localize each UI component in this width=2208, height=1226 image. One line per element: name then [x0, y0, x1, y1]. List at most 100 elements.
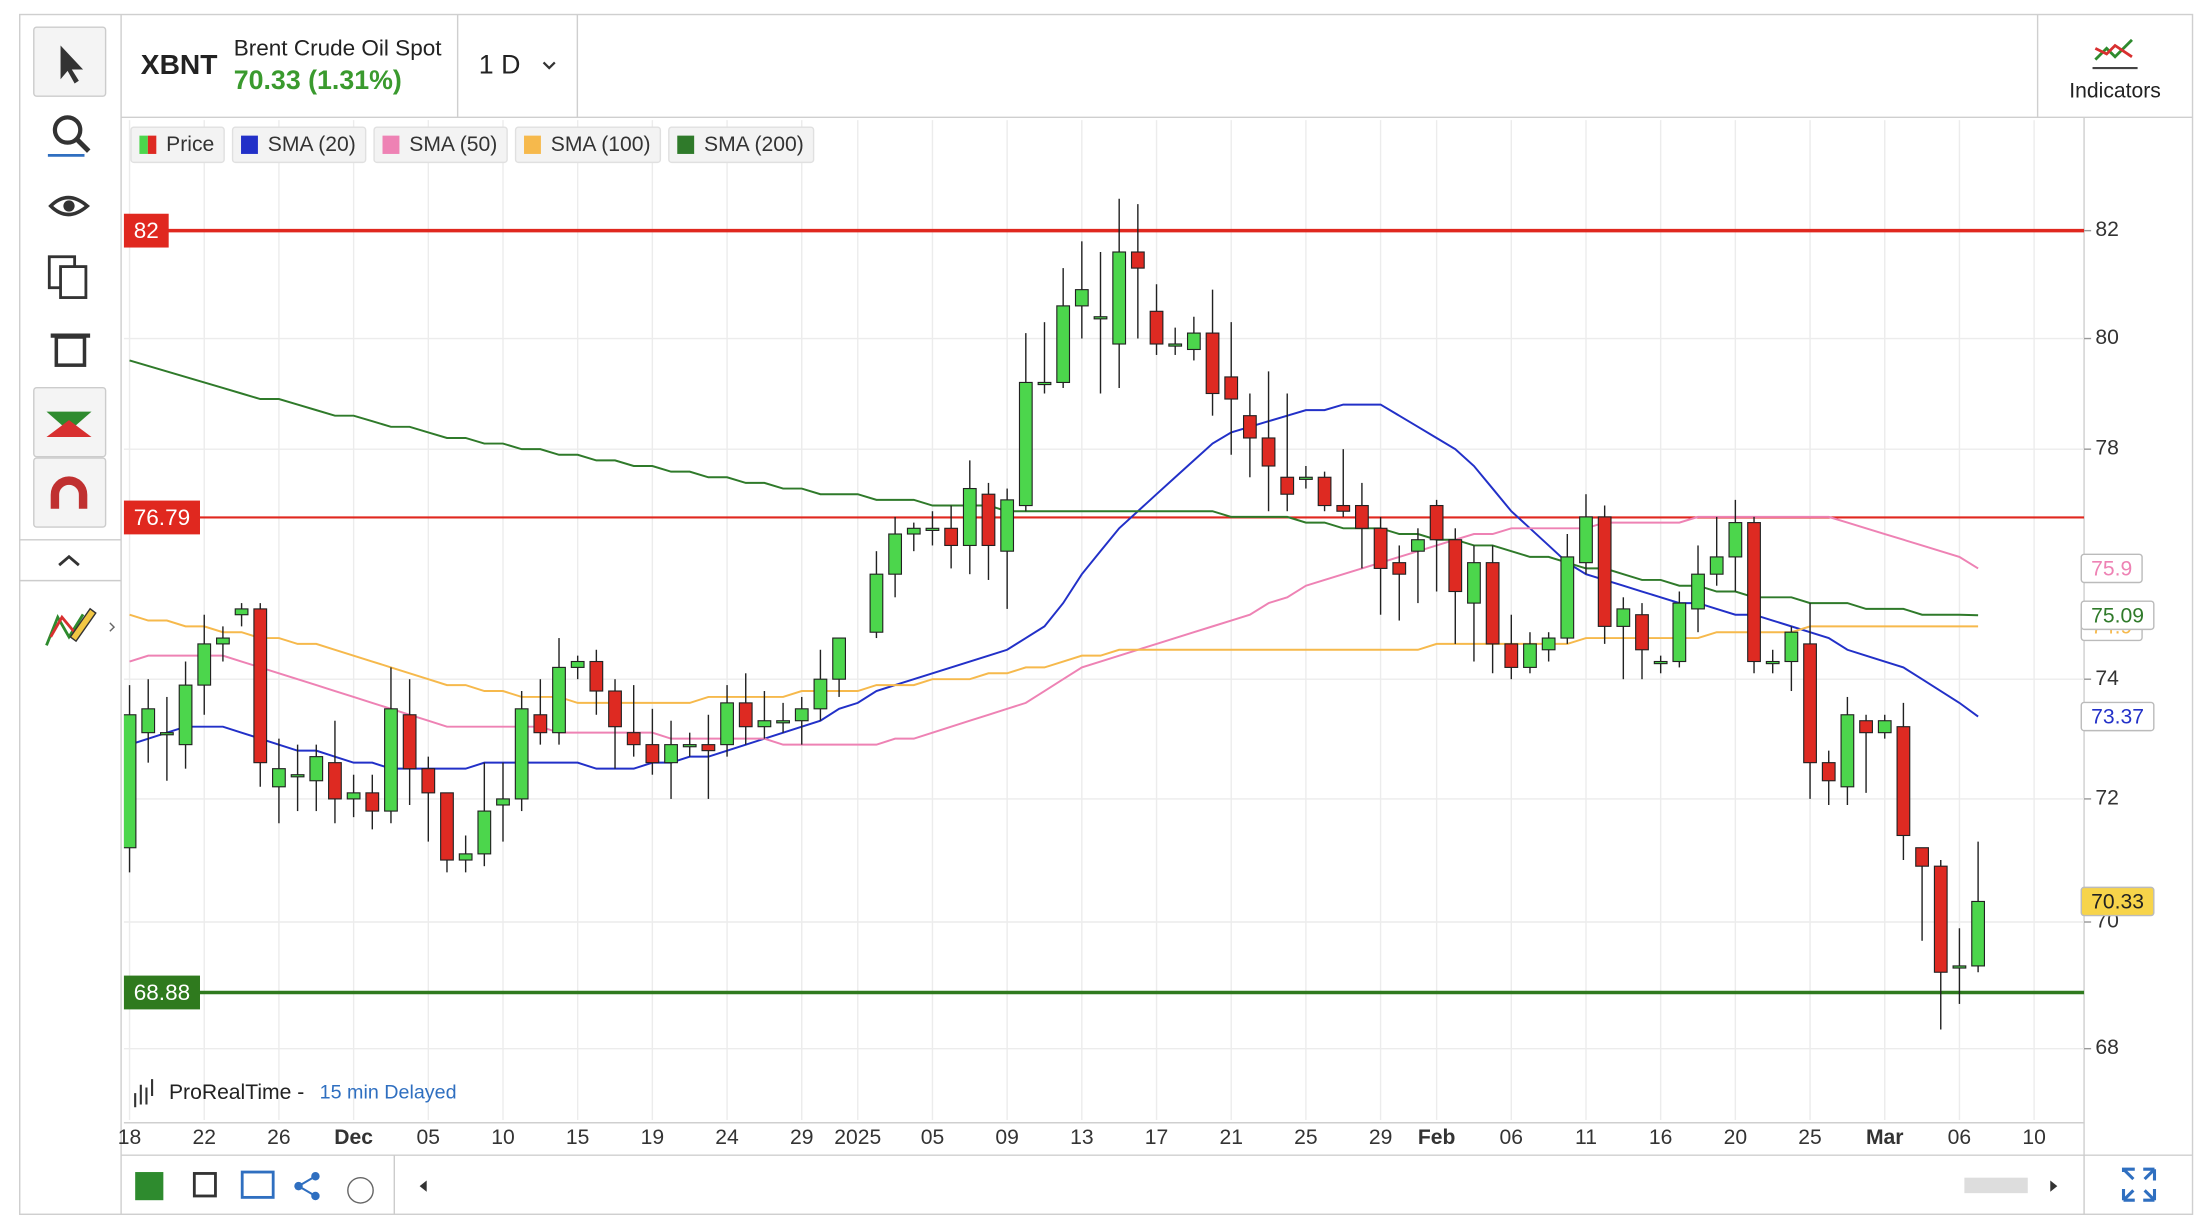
expand-icon[interactable]: [109, 622, 116, 632]
x-tick-label: 25: [1294, 1126, 1317, 1149]
candle-body: [682, 744, 697, 748]
source-text: ProRealTime -: [169, 1081, 304, 1104]
legend-swatch: [241, 135, 258, 154]
candle-body: [533, 714, 548, 734]
candle-body: [1112, 251, 1127, 345]
candle-body: [1130, 251, 1145, 269]
drawing-tool[interactable]: [49, 614, 78, 638]
candle-body: [738, 702, 753, 728]
x-tick-label: 06: [1500, 1126, 1523, 1149]
legend-item: SMA (200): [668, 126, 815, 164]
candle-body: [869, 573, 884, 633]
magnet-tool[interactable]: [33, 457, 107, 528]
indicators-icon[interactable]: [2094, 43, 2133, 58]
legend-bg: [668, 126, 815, 164]
share-icon[interactable]: [311, 1172, 320, 1181]
candle-body: [402, 714, 417, 770]
candle-body: [1093, 316, 1108, 320]
value-label-text: 75.09: [2091, 604, 2144, 627]
trade-icon[interactable]: [46, 420, 92, 437]
indicators-icon[interactable]: [2094, 38, 2133, 61]
scrollbar[interactable]: [1964, 1177, 2028, 1194]
timeframe[interactable]: 1 D: [479, 50, 521, 80]
sma-line: [129, 613, 1979, 704]
legend-label: SMA (200): [704, 133, 804, 156]
cursor-icon[interactable]: [60, 45, 84, 84]
indicators-label[interactable]: Indicators: [2069, 80, 2161, 103]
legend-swatch: [147, 135, 157, 154]
fullscreen-icon[interactable]: [2121, 1167, 2157, 1202]
scroll-right[interactable]: [2050, 1180, 2058, 1192]
candle-body: [1877, 720, 1892, 734]
view-tool[interactable]: [63, 200, 75, 212]
candle-body: [1355, 504, 1369, 529]
candle-body: [925, 527, 940, 531]
drawing-tool[interactable]: [45, 613, 85, 646]
tool-icon[interactable]: [135, 1172, 164, 1201]
level-label-bg: [123, 500, 200, 535]
legend-item: SMA (50): [373, 126, 508, 164]
candle-body: [645, 744, 660, 764]
drawing-tool[interactable]: [69, 607, 97, 643]
candle-body: [570, 660, 585, 668]
legend: Price SMA (20) SMA (50) SMA (100) SMA (200): [130, 126, 815, 164]
y-tick-label: 82: [2095, 218, 2118, 241]
view-tool[interactable]: [48, 195, 91, 217]
candle-body: [1971, 900, 1986, 967]
help-icon[interactable]: [347, 1176, 374, 1204]
candle-body: [1168, 343, 1183, 347]
candle-body: [290, 774, 305, 778]
candle-body: [1803, 643, 1817, 764]
layout-icon[interactable]: [240, 1170, 275, 1199]
value-label-text: 75.9: [2091, 557, 2132, 580]
candle-body: [440, 792, 454, 861]
legend-label: SMA (100): [551, 133, 651, 156]
overlay: 8276.7968.8873.3775.974.975.0970.33Price…: [123, 126, 2155, 1010]
save-icon[interactable]: [192, 1172, 217, 1198]
candle-body: [1952, 965, 1967, 969]
candle-body: [1747, 522, 1761, 663]
x-tick-label: 22: [192, 1126, 215, 1149]
collapse-icon[interactable]: [58, 554, 80, 567]
sma-line: [129, 359, 1979, 617]
timeframe-selector[interactable]: 1 D: [479, 50, 556, 80]
indicators-button[interactable]: Indicators: [2069, 34, 2161, 103]
candle-body: [1317, 476, 1332, 507]
sma-line: [129, 403, 1979, 770]
value-label-bg: [2080, 701, 2155, 732]
copy-tool[interactable]: [59, 265, 88, 299]
candle-body: [1429, 504, 1444, 541]
level-label-text: 82: [134, 218, 159, 243]
y-tick-label: 72: [2095, 786, 2118, 809]
candle-body: [272, 768, 286, 788]
x-tick-label: Dec: [334, 1126, 373, 1149]
magnet-icon[interactable]: [50, 476, 88, 509]
candle-body: [608, 690, 622, 728]
bottom-toolbar: [135, 1155, 2157, 1215]
candle-body: [1859, 720, 1873, 734]
candle-body: [253, 608, 268, 764]
scroll-left[interactable]: [419, 1180, 427, 1192]
candle-body: [159, 732, 174, 736]
value-label: 75.09: [2080, 600, 2155, 631]
candle-body: [1541, 637, 1556, 651]
y-tick-label: 74: [2095, 667, 2119, 690]
share-icon[interactable]: [311, 1191, 320, 1201]
candle-body: [1709, 556, 1724, 575]
level-label: 82: [123, 213, 169, 248]
candle-body: [477, 810, 492, 855]
quote: 70.33 (1.31%): [234, 65, 402, 95]
candle-body: [552, 666, 566, 734]
candle-body: [1224, 376, 1239, 400]
candle-body: [1597, 516, 1612, 627]
value-label-bg: [2080, 600, 2155, 631]
candle-body: [384, 708, 398, 812]
dropdown-icon[interactable]: [542, 61, 556, 70]
share-icon[interactable]: [297, 1175, 316, 1197]
x-tick-label: 25: [1798, 1126, 1821, 1149]
zoom-tool[interactable]: [75, 138, 91, 153]
level-label-bg: [123, 975, 200, 1010]
y-tick-label: 80: [2095, 326, 2118, 349]
candle-body: [888, 533, 903, 575]
zoom-tool[interactable]: [52, 115, 83, 145]
